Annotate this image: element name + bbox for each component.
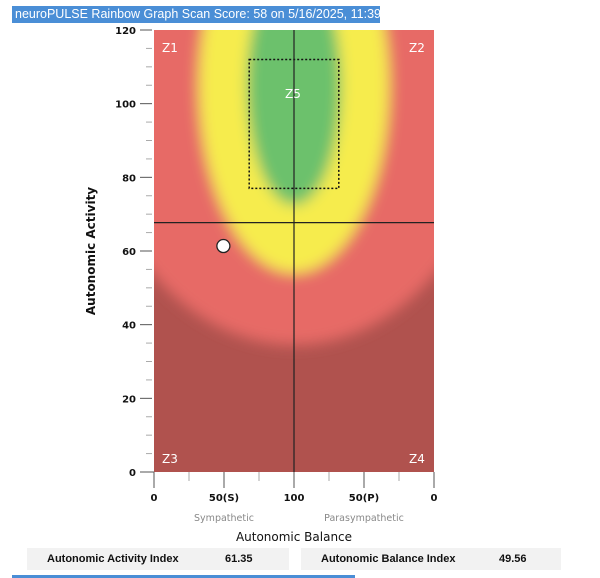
y-tick-label: 100 (115, 100, 136, 111)
scan-data-point (216, 238, 231, 254)
x-tick-label: 0 (151, 493, 158, 504)
bottom-accent-bar (12, 575, 355, 578)
x-tick-label: 0 (431, 493, 438, 504)
x-sublabel-parasympathetic: Parasympathetic (324, 513, 404, 524)
y-tick-label: 60 (122, 247, 136, 258)
zone-label-z3: Z3 (162, 452, 178, 466)
y-axis-title: Autonomic Activity (84, 187, 98, 315)
x-tick-label: 50(S) (209, 493, 239, 504)
y-tick-label: 20 (122, 394, 136, 405)
x-tick-label: 100 (284, 493, 305, 504)
x-sublabel-sympathetic: Sympathetic (194, 513, 254, 524)
balance-index-label: Autonomic Balance Index (321, 553, 456, 565)
y-tick-label: 0 (129, 468, 136, 479)
activity-index-panel: Autonomic Activity Index 61.35 (27, 548, 289, 570)
x-axis-title: Autonomic Balance (236, 530, 352, 544)
activity-index-value: 61.35 (225, 553, 253, 565)
zone-label-z2: Z2 (409, 41, 425, 55)
balance-index-value: 49.56 (499, 553, 527, 565)
y-tick-label: 80 (122, 173, 136, 184)
balance-index-panel: Autonomic Balance Index 49.56 (301, 548, 561, 570)
y-tick-label: 40 (122, 321, 136, 332)
zone-label-z1: Z1 (162, 41, 178, 55)
x-tick-label: 50(P) (349, 493, 379, 504)
zone-label-z5: Z5 (285, 87, 301, 101)
y-tick-label: 120 (115, 26, 136, 37)
activity-index-label: Autonomic Activity Index (47, 553, 179, 565)
chart-title-bar: neuroPULSE Rainbow Graph Scan Score: 58 … (12, 6, 420, 23)
zone-label-z4: Z4 (409, 452, 425, 466)
